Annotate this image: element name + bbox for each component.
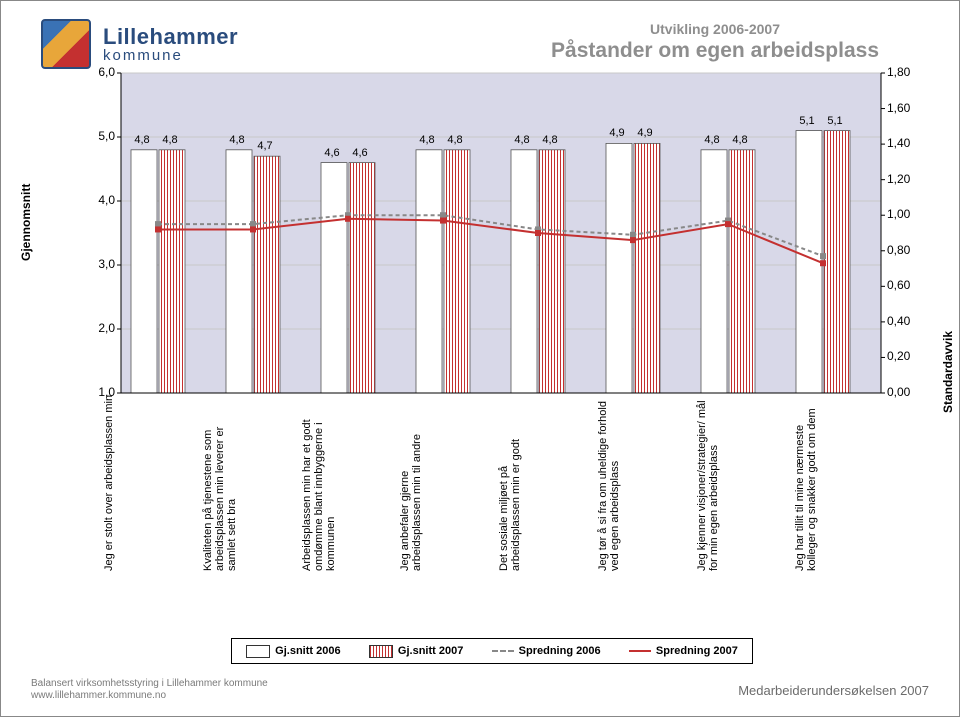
logo-text: Lillehammer kommune xyxy=(103,25,238,64)
ytick-left: 2,0 xyxy=(85,321,115,335)
footer-left: Balansert virksomhetsstyring i Lillehamm… xyxy=(31,678,268,702)
legend-swatch-stripe-icon xyxy=(369,645,393,658)
category-label: Jeg har tillit til mine nærmeste kollege… xyxy=(794,394,893,574)
ytick-right: 1,80 xyxy=(887,65,923,79)
category-label: Arbeidsplassen min har et godt omdømme b… xyxy=(301,394,400,574)
legend-line-solid-icon xyxy=(629,650,651,652)
bar-value: 4,6 xyxy=(348,147,372,159)
bar-value: 5,1 xyxy=(795,115,819,127)
bar-value: 5,1 xyxy=(823,115,847,127)
bar-value: 4,8 xyxy=(443,134,467,146)
legend-2007-line: Spredning 2007 xyxy=(629,645,738,657)
ytick-right: 1,40 xyxy=(887,136,923,150)
ytick-left: 3,0 xyxy=(85,257,115,271)
legend: Gj.snitt 2006 Gj.snitt 2007 Spredning 20… xyxy=(231,638,753,664)
legend-2006-line: Spredning 2006 xyxy=(492,645,601,657)
y-axis-right-label: Standardavvik xyxy=(941,331,955,413)
category-label: Jeg kjenner visjoner/strategier/ mål for… xyxy=(696,394,795,574)
footer-line1: Balansert virksomhetsstyring i Lillehamm… xyxy=(31,678,268,690)
bar-value: 4,8 xyxy=(158,134,182,146)
category-label: Jeg anbefaler gjerne arbeidsplassen min … xyxy=(399,394,498,574)
footer-right: Medarbeiderundersøkelsen 2007 xyxy=(738,683,929,698)
ytick-left: 6,0 xyxy=(85,65,115,79)
legend-2007-bar: Gj.snitt 2007 xyxy=(369,645,463,658)
bar-value: 4,6 xyxy=(320,147,344,159)
bar-value: 4,8 xyxy=(700,134,724,146)
ytick-right: 1,00 xyxy=(887,207,923,221)
bar-value: 4,8 xyxy=(510,134,534,146)
legend-swatch-solid-icon xyxy=(246,645,270,658)
category-label: Jeg er stolt over arbeidsplassen min xyxy=(103,394,202,574)
bar-value: 4,8 xyxy=(130,134,154,146)
subtitle: Utvikling 2006-2007 xyxy=(551,21,879,37)
ytick-right: 0,60 xyxy=(887,278,923,292)
bar-value: 4,8 xyxy=(538,134,562,146)
legend-line-dash-icon xyxy=(492,650,514,652)
ytick-left: 4,0 xyxy=(85,193,115,207)
logo-line1: Lillehammer xyxy=(103,25,238,48)
category-label: Jeg tør å si fra om uheldige forhold ved… xyxy=(597,394,696,574)
titles: Utvikling 2006-2007 Påstander om egen ar… xyxy=(551,21,879,63)
category-label: Kvaliteten på tjenestene som arbeidsplas… xyxy=(202,394,301,574)
footer-line2: www.lillehammer.kommune.no xyxy=(31,690,268,702)
category-labels: Jeg er stolt over arbeidsplassen minKval… xyxy=(103,394,893,574)
ytick-left: 5,0 xyxy=(85,129,115,143)
y-axis-left-label: Gjennomsnitt xyxy=(19,184,33,261)
main-title: Påstander om egen arbeidsplass xyxy=(551,39,879,63)
bar-value: 4,8 xyxy=(225,134,249,146)
ytick-right: 1,60 xyxy=(887,101,923,115)
bar-value: 4,9 xyxy=(633,127,657,139)
bar-value: 4,8 xyxy=(415,134,439,146)
bar-value: 4,8 xyxy=(728,134,752,146)
ytick-right: 0,40 xyxy=(887,314,923,328)
bar-value: 4,9 xyxy=(605,127,629,139)
slide: Lillehammer kommune Utvikling 2006-2007 … xyxy=(0,0,960,717)
legend-2006-bar: Gj.snitt 2006 xyxy=(246,645,340,658)
ytick-right: 0,20 xyxy=(887,349,923,363)
ytick-right: 0,80 xyxy=(887,243,923,257)
ytick-right: 1,20 xyxy=(887,172,923,186)
category-label: Det sosiale miljøet på arbeidsplassen mi… xyxy=(498,394,597,574)
bar-value: 4,7 xyxy=(253,140,277,152)
